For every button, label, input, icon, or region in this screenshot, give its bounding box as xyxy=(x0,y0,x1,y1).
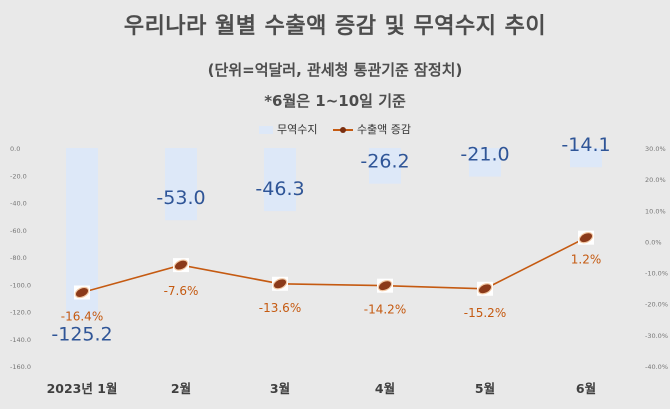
legend-line-swatch xyxy=(332,125,353,135)
y-right-tick-label: -20.0% xyxy=(645,301,668,309)
bar-value-label: -14.1 xyxy=(561,134,610,156)
line-marker xyxy=(173,259,189,271)
bar-value-label: -46.3 xyxy=(255,178,304,200)
legend-item-trade-balance: 무역수지 xyxy=(258,121,318,137)
y-left-tick-label: 0.0 xyxy=(10,145,20,153)
y-right-tick-label: 20.0% xyxy=(645,176,666,184)
y-left-tick-label: -20.0 xyxy=(10,172,27,180)
y-right-tick-label: 30.0% xyxy=(645,145,666,153)
line-value-label: -13.6% xyxy=(259,301,301,315)
bar-value-label: -53.0 xyxy=(156,187,205,209)
x-category-label: 6월 xyxy=(576,381,596,396)
legend-item-export-change: 수출액 증감 xyxy=(332,121,412,137)
bar-value-label: -21.0 xyxy=(460,144,509,166)
chart-subtitle: (단위=억달러, 관세청 통관기준 잠정치) xyxy=(207,61,463,79)
bar-trade-balance xyxy=(570,148,602,168)
legend-bar-label: 무역수지 xyxy=(276,123,318,136)
y-left-tick-label: -140.0 xyxy=(10,336,31,344)
line-marker xyxy=(74,286,90,299)
bar-trade-balance xyxy=(469,148,501,177)
y-left-tick-label: -80.0 xyxy=(10,254,27,262)
x-category-label: 5월 xyxy=(475,381,495,396)
legend-bar-swatch xyxy=(258,126,273,134)
line-value-label: -15.2% xyxy=(464,306,506,320)
line-export-change xyxy=(81,236,587,294)
y-left-tick-label: -60.0 xyxy=(10,227,27,235)
chart-legend: 무역수지 수출액 증감 xyxy=(0,121,670,137)
bar-trade-balance xyxy=(165,148,197,221)
bar-trade-balance xyxy=(369,148,401,184)
bar-value-label: -26.2 xyxy=(360,151,409,173)
line-value-label: -16.4% xyxy=(61,310,103,324)
y-right-tick-label: 10.0% xyxy=(645,207,666,215)
line-value-label: 1.2% xyxy=(571,253,602,267)
line-value-label: -7.6% xyxy=(164,284,199,298)
line-marker xyxy=(477,283,493,295)
line-marker xyxy=(377,280,393,292)
legend-line-label: 수출액 증감 xyxy=(356,123,412,136)
y-right-tick-label: -40.0% xyxy=(645,363,668,371)
y-right-tick-label: -30.0% xyxy=(645,332,668,340)
y-left-tick-label: -40.0 xyxy=(10,200,27,208)
line-marker xyxy=(578,232,594,244)
x-category-label: 3월 xyxy=(270,381,290,396)
bar-trade-balance xyxy=(264,148,296,212)
x-category-label: 2월 xyxy=(171,381,191,396)
line-marker xyxy=(272,278,288,290)
x-category-label: 2023년 1월 xyxy=(47,381,118,396)
x-category-label: 4월 xyxy=(375,381,395,396)
y-left-tick-label: -120.0 xyxy=(10,309,31,317)
y-left-tick-label: -160.0 xyxy=(10,363,31,371)
line-value-label: -14.2% xyxy=(364,303,406,317)
chart-note: *6월은 1~10일 기준 xyxy=(264,92,406,110)
y-left-tick-label: -100.0 xyxy=(10,281,31,289)
chart-title: 우리나라 월별 수출액 증감 및 무역수지 추이 xyxy=(123,14,547,39)
y-right-tick-label: 0.0% xyxy=(645,238,662,246)
y-right-tick-label: -10.0% xyxy=(645,270,668,278)
bar-value-label: -125.2 xyxy=(51,324,112,346)
